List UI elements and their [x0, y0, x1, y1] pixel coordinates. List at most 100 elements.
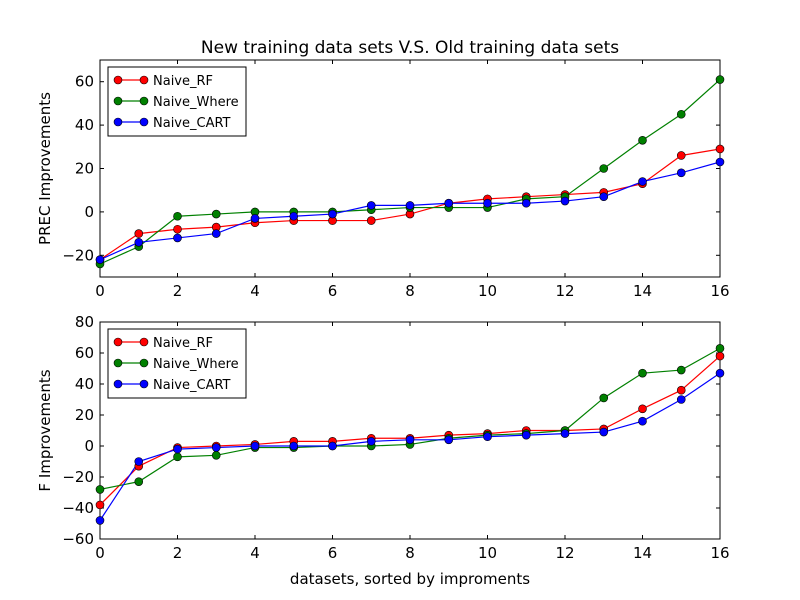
data-point-naive-where	[676, 365, 686, 375]
legend-label: Naive_CART	[153, 116, 231, 131]
data-point-naive-cart	[483, 432, 492, 442]
x-tick-label: 0	[95, 282, 105, 300]
data-point-naive-cart	[638, 416, 647, 426]
data-point-naive-cart	[444, 435, 454, 445]
data-point-naive-rf	[715, 144, 725, 154]
data-point-naive-cart	[483, 198, 492, 208]
data-point-naive-cart	[599, 192, 609, 202]
data-point-naive-rf	[676, 385, 686, 395]
legend-marker	[139, 75, 149, 85]
legend-marker	[113, 337, 123, 347]
legend-marker	[113, 379, 123, 389]
y-tick-label: 20	[75, 406, 94, 424]
legend-marker	[113, 117, 123, 127]
data-point-naive-where	[676, 109, 686, 119]
x-tick-label: 4	[250, 544, 260, 562]
y-tick-label: 40	[75, 375, 94, 393]
x-tick-label: 2	[173, 282, 183, 300]
x-tick-label: 4	[250, 282, 260, 300]
data-point-naive-where	[715, 344, 725, 353]
data-point-naive-cart	[638, 177, 647, 186]
data-point-naive-rf	[173, 224, 182, 234]
subplot-1: New training data sets V.S. Old training…	[36, 38, 730, 300]
data-point-naive-rf	[134, 229, 144, 238]
data-point-naive-rf	[638, 404, 647, 414]
data-point-naive-cart	[289, 441, 299, 451]
data-point-naive-cart	[289, 211, 299, 221]
x-axis-label: datasets, sorted by improments	[290, 570, 530, 588]
data-point-naive-cart	[676, 168, 686, 178]
legend-label: Naive_RF	[153, 336, 213, 351]
data-point-naive-cart	[328, 441, 337, 451]
data-point-naive-cart	[328, 209, 337, 219]
y-tick-label: 60	[75, 73, 94, 91]
data-point-naive-cart	[521, 430, 531, 440]
data-point-naive-cart	[211, 229, 221, 238]
data-point-naive-cart	[366, 437, 376, 446]
y-tick-label: 80	[75, 313, 94, 331]
y-axis-label: PREC Improvements	[36, 92, 54, 245]
data-point-naive-where	[173, 452, 182, 462]
data-point-naive-where	[638, 368, 647, 378]
legend-label: Naive_Where	[153, 357, 239, 372]
legend: Naive_RF Naive_Where Naive_CART	[107, 66, 247, 137]
chart-title: New training data sets V.S. Old training…	[201, 38, 619, 58]
data-point-naive-where	[134, 477, 144, 486]
legend-marker	[139, 337, 149, 347]
x-tick-label: 10	[478, 282, 497, 300]
data-point-naive-where	[599, 393, 609, 403]
data-point-naive-where	[173, 211, 182, 221]
y-tick-label: 40	[75, 116, 94, 134]
data-point-naive-cart	[173, 233, 182, 243]
data-point-naive-cart	[599, 427, 609, 437]
data-point-naive-cart	[405, 201, 415, 210]
data-point-naive-cart	[211, 443, 221, 452]
data-point-naive-cart	[715, 157, 725, 167]
y-tick-label: 0	[84, 437, 94, 455]
data-point-naive-cart	[95, 516, 105, 525]
data-point-naive-cart	[521, 198, 531, 208]
data-point-naive-where	[211, 209, 221, 219]
x-tick-label: 6	[328, 282, 338, 300]
x-tick-label: 0	[95, 544, 105, 562]
y-tick-label: 0	[84, 203, 94, 221]
data-point-naive-cart	[134, 237, 144, 247]
y-tick-label: −60	[62, 530, 94, 548]
x-tick-label: 8	[405, 544, 415, 562]
data-point-naive-cart	[366, 201, 376, 210]
legend-label: Naive_Where	[153, 95, 239, 110]
data-point-naive-cart	[250, 441, 260, 451]
legend-label: Naive_CART	[153, 378, 231, 393]
data-point-naive-rf	[366, 216, 376, 225]
y-tick-label: −20	[62, 468, 94, 486]
x-tick-label: 14	[633, 282, 652, 300]
data-point-naive-rf	[95, 500, 105, 510]
data-point-naive-cart	[444, 198, 454, 208]
legend-marker	[113, 75, 123, 85]
x-tick-label: 2	[173, 544, 183, 562]
x-tick-label: 12	[555, 282, 574, 300]
data-point-naive-cart	[95, 255, 105, 264]
x-tick-label: 16	[710, 282, 729, 300]
legend-marker	[139, 358, 149, 368]
data-point-naive-where	[715, 75, 725, 84]
legend: Naive_RF Naive_Where Naive_CART	[107, 328, 247, 399]
x-tick-label: 10	[478, 544, 497, 562]
data-point-naive-cart	[560, 429, 570, 438]
y-tick-label: −40	[62, 499, 94, 517]
data-point-naive-rf	[676, 151, 686, 160]
y-axis-label: F Improvements	[36, 369, 54, 491]
data-point-naive-where	[95, 485, 105, 494]
x-tick-label: 14	[633, 544, 652, 562]
data-point-naive-rf	[715, 351, 725, 361]
subplot-2: 0 2 4 6 8 10 12 14 16 −60 −40 −20 0 20 40 60 80 F Improve…	[36, 313, 730, 588]
y-tick-label: −20	[62, 246, 94, 264]
legend-marker	[139, 96, 149, 106]
data-point-naive-cart	[250, 214, 260, 223]
data-point-naive-where	[638, 135, 647, 145]
data-point-naive-cart	[405, 435, 415, 445]
data-point-naive-cart	[134, 457, 144, 466]
legend-marker	[113, 358, 123, 368]
data-point-naive-cart	[676, 395, 686, 404]
x-tick-label: 8	[405, 282, 415, 300]
